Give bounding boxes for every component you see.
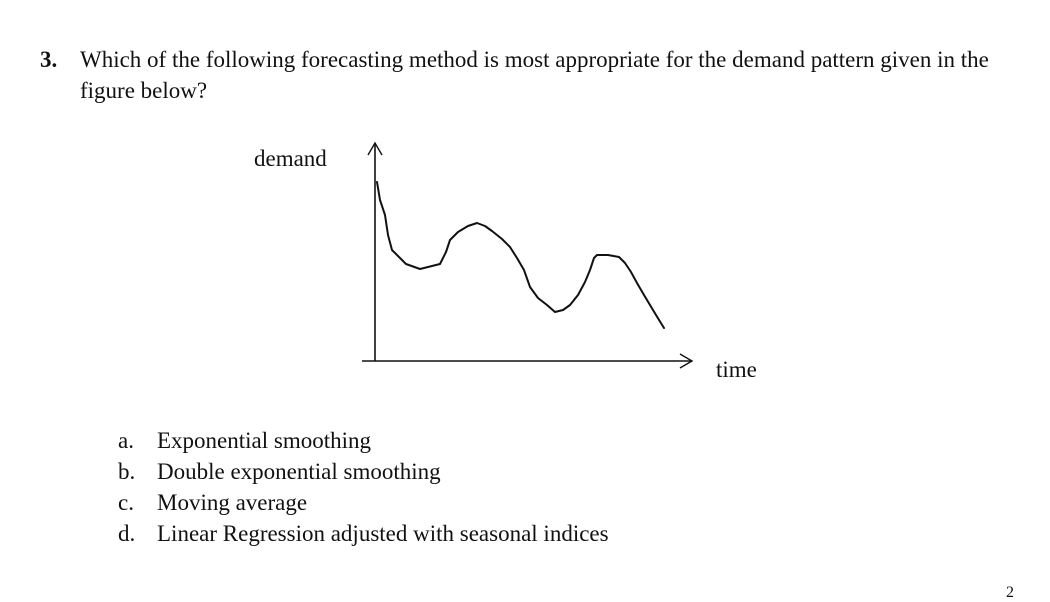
option-text: Moving average: [157, 490, 308, 515]
y-axis-arrow-icon: [367, 141, 383, 156]
x-axis-arrow-icon: [679, 353, 694, 369]
option-letter: b.: [118, 459, 136, 484]
demand-curve: [376, 181, 665, 329]
option-letter: c.: [118, 490, 134, 515]
option-text: Linear Regression adjusted with seasonal…: [157, 521, 609, 546]
x-axis-label: time: [716, 357, 757, 382]
question-text: Which of the following forecasting metho…: [80, 47, 989, 103]
option-letter: d.: [118, 521, 136, 546]
option-text: Double exponential smoothing: [157, 459, 441, 484]
page-number: 2: [1006, 584, 1014, 601]
y-axis-label: demand: [254, 146, 327, 171]
option-letter: a.: [118, 428, 134, 453]
option-text: Exponential smoothing: [157, 428, 372, 453]
question-number: 3.: [40, 47, 58, 72]
